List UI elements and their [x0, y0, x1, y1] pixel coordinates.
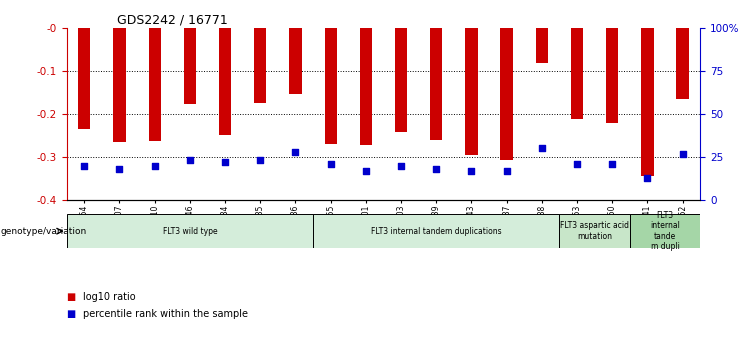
Point [325, 161, 336, 167]
Bar [313, 214, 559, 248]
Text: FLT3
internal
tande
m dupli: FLT3 internal tande m dupli [650, 211, 680, 251]
Text: FLT3 wild type: FLT3 wild type [162, 227, 217, 236]
Bar [465, 28, 478, 155]
Point [360, 168, 372, 174]
Bar [630, 214, 700, 248]
Point [254, 158, 266, 163]
Point [79, 163, 90, 168]
Point [113, 166, 125, 172]
Bar [359, 28, 372, 145]
Bar [148, 28, 161, 141]
Bar [430, 28, 442, 140]
Point [219, 159, 231, 165]
Bar [571, 28, 583, 119]
Point [606, 161, 618, 167]
Text: GDS2242 / 16771: GDS2242 / 16771 [117, 13, 228, 27]
Bar [677, 28, 689, 99]
Bar [500, 28, 513, 159]
Text: percentile rank within the sample: percentile rank within the sample [83, 309, 248, 319]
Text: ■: ■ [67, 292, 79, 302]
Point [149, 163, 161, 168]
Bar [606, 28, 619, 124]
Point [571, 161, 583, 167]
Bar [325, 28, 337, 144]
Bar [289, 28, 302, 95]
Point [501, 168, 513, 174]
Text: log10 ratio: log10 ratio [83, 292, 136, 302]
Text: ■: ■ [67, 309, 79, 319]
Bar [113, 28, 126, 142]
Bar [219, 28, 231, 135]
Point [642, 175, 654, 180]
Text: FLT3 aspartic acid
mutation: FLT3 aspartic acid mutation [560, 221, 629, 241]
Point [290, 149, 302, 155]
Bar [536, 28, 548, 63]
Bar [559, 214, 630, 248]
Point [536, 146, 548, 151]
Text: genotype/variation: genotype/variation [1, 227, 87, 236]
Point [465, 168, 477, 174]
Bar [641, 28, 654, 176]
Point [184, 158, 196, 163]
Bar [78, 28, 90, 129]
Bar [67, 214, 313, 248]
Point [395, 163, 407, 168]
Bar [395, 28, 408, 132]
Point [431, 166, 442, 172]
Text: FLT3 internal tandem duplications: FLT3 internal tandem duplications [371, 227, 502, 236]
Point [677, 151, 688, 156]
Bar [184, 28, 196, 104]
Bar [254, 28, 267, 103]
